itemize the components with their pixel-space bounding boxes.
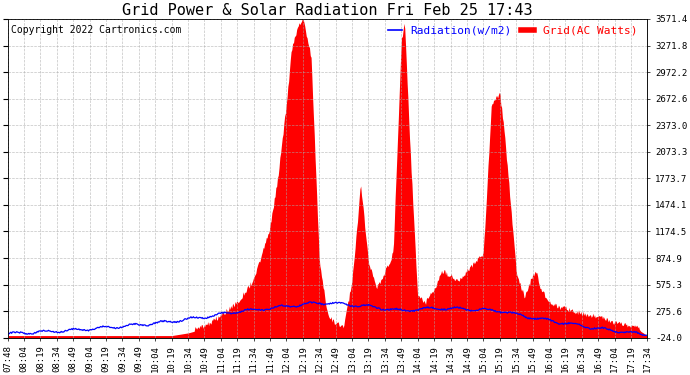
- Text: Copyright 2022 Cartronics.com: Copyright 2022 Cartronics.com: [11, 26, 181, 35]
- Legend: Radiation(w/m2), Grid(AC Watts): Radiation(w/m2), Grid(AC Watts): [384, 21, 642, 40]
- Title: Grid Power & Solar Radiation Fri Feb 25 17:43: Grid Power & Solar Radiation Fri Feb 25 …: [122, 3, 533, 18]
